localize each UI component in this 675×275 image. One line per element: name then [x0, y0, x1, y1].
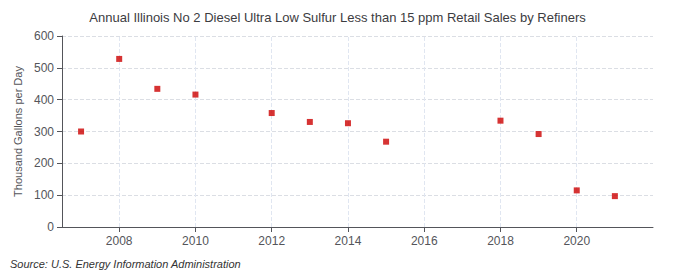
svg-text:2020: 2020 [563, 234, 590, 248]
svg-text:2008: 2008 [106, 234, 133, 248]
svg-text:Annual Illinois No 2 Diesel Ul: Annual Illinois No 2 Diesel Ultra Low Su… [89, 10, 586, 25]
svg-text:Source: U.S. Energy Informatio: Source: U.S. Energy Information Administ… [10, 258, 241, 270]
svg-text:300: 300 [34, 125, 54, 139]
svg-text:2010: 2010 [182, 234, 209, 248]
svg-text:2014: 2014 [335, 234, 362, 248]
svg-text:2012: 2012 [258, 234, 285, 248]
svg-text:400: 400 [34, 93, 54, 107]
svg-text:100: 100 [34, 188, 54, 202]
svg-text:0: 0 [47, 220, 54, 234]
svg-text:600: 600 [34, 29, 54, 43]
svg-text:Thousand Gallons per Day: Thousand Gallons per Day [12, 66, 24, 197]
svg-text:500: 500 [34, 61, 54, 75]
svg-text:200: 200 [34, 156, 54, 170]
svg-text:2016: 2016 [411, 234, 438, 248]
svg-text:2018: 2018 [487, 234, 514, 248]
